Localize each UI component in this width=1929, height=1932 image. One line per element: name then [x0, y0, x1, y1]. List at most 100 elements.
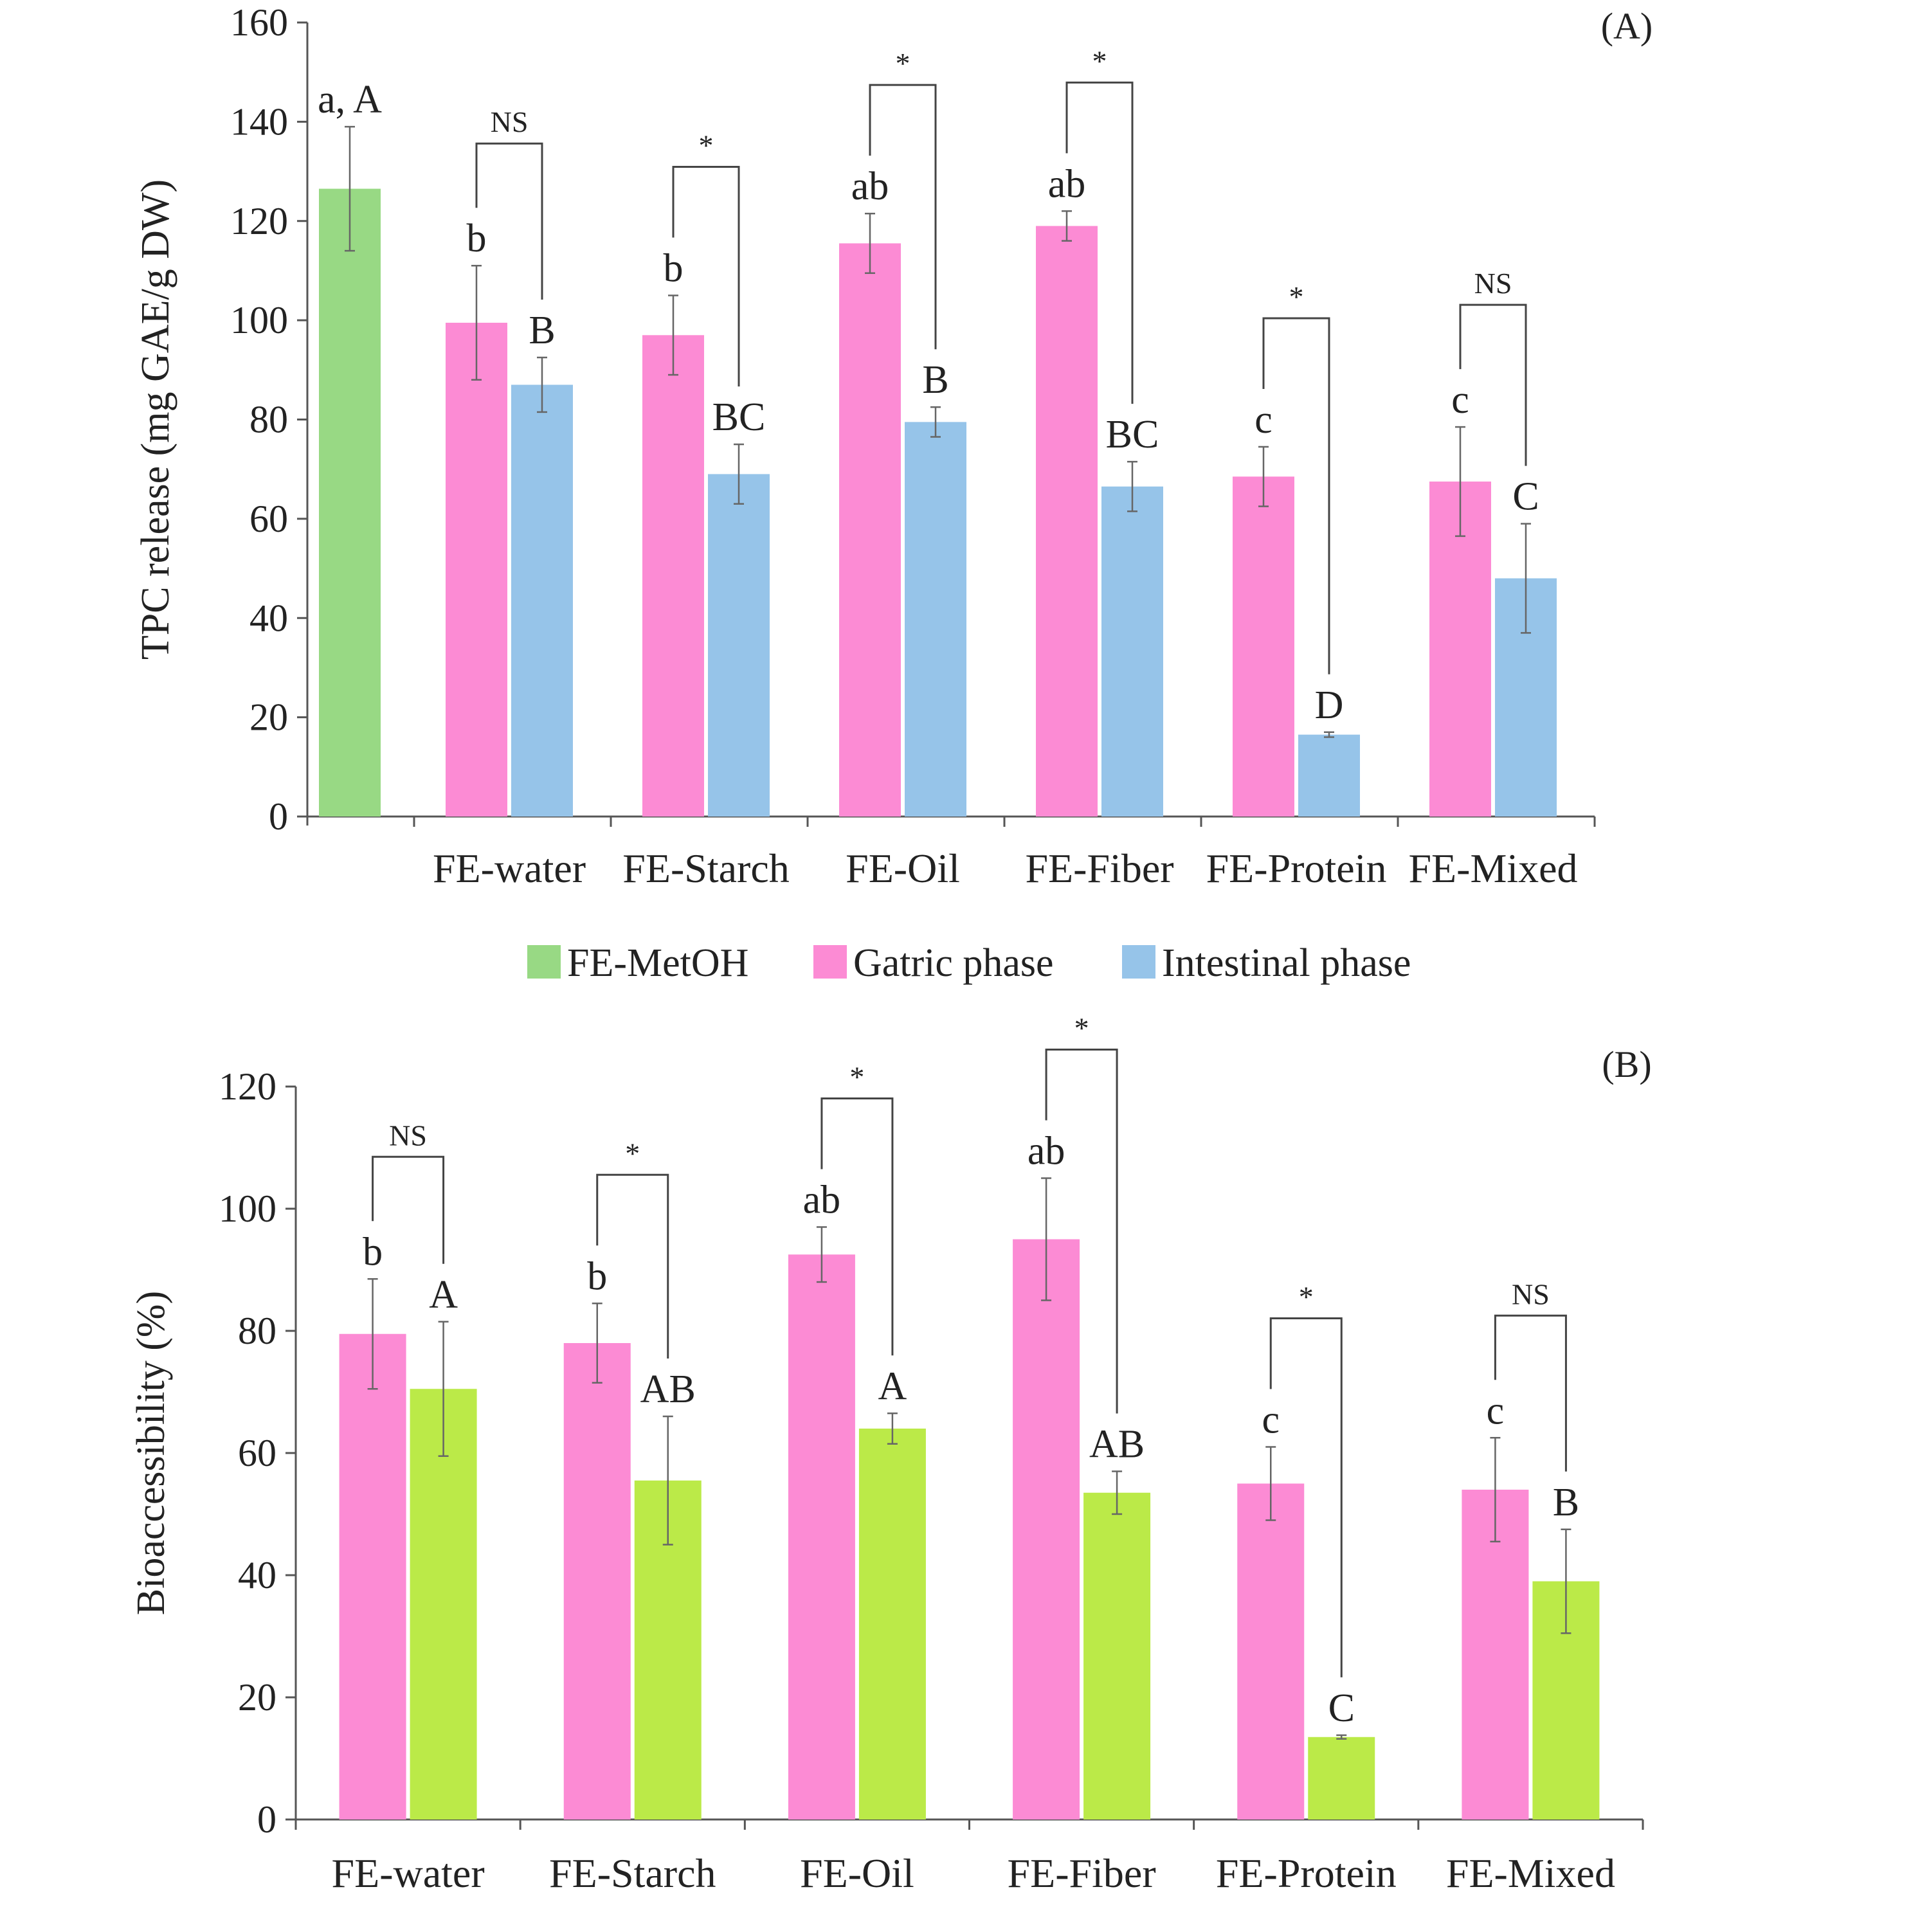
- significance-letter: AB: [1089, 1423, 1145, 1467]
- significance-letter: A: [878, 1364, 907, 1408]
- significance-letter: b: [363, 1230, 383, 1274]
- x-tick-label: FE-water: [433, 845, 586, 891]
- significance-bracket: [1065, 81, 1134, 404]
- x-tick-label: FE-Fiber: [1025, 845, 1173, 891]
- y-tick-label: 120: [219, 1065, 276, 1108]
- significance-mark: NS: [389, 1119, 427, 1151]
- significance-letter: a, A: [318, 78, 382, 122]
- y-tick-label: 60: [238, 1432, 276, 1474]
- significance-letter: C: [1328, 1686, 1355, 1730]
- x-tick-label: FE-Fiber: [1008, 1850, 1156, 1896]
- legend: FE-MetOH Gatric phase Intestinal phase: [527, 941, 1411, 985]
- significance-mark: *: [896, 47, 910, 80]
- y-tick-label: 0: [269, 795, 288, 838]
- significance-letter: c: [1487, 1389, 1505, 1432]
- bar-gastric: [1462, 1490, 1529, 1819]
- significance-bracket: [1262, 317, 1330, 674]
- bar-gastric: [1036, 226, 1098, 817]
- significance-mark: *: [699, 129, 714, 162]
- significance-bracket: [596, 1173, 669, 1359]
- y-tick-label: 80: [249, 399, 288, 441]
- x-tick-label: FE-Oil: [846, 845, 960, 891]
- x-tick-label: FE-Starch: [549, 1850, 716, 1896]
- significance-mark: *: [849, 1061, 864, 1094]
- y-tick-label: 20: [249, 696, 288, 739]
- significance-letter: ab: [851, 165, 889, 208]
- significance-mark: NS: [491, 105, 529, 138]
- bar-intestinal: [511, 384, 573, 817]
- y-tick-label: 80: [238, 1310, 276, 1352]
- x-tick-label: FE-water: [332, 1850, 485, 1896]
- significance-letter: B: [922, 358, 948, 402]
- x-tick-label: FE-Mixed: [1408, 845, 1577, 891]
- legend-swatch: [527, 945, 561, 979]
- significance-bracket: [475, 142, 543, 300]
- significance-letter: B: [1553, 1481, 1579, 1524]
- significance-bracket: [672, 166, 740, 387]
- x-tick-label: FE-Protein: [1206, 845, 1387, 891]
- bar-gastric: [446, 322, 507, 817]
- y-tick-label: 20: [238, 1676, 276, 1719]
- significance-bracket: [820, 1097, 894, 1356]
- significance-bracket: [1494, 1314, 1567, 1472]
- significance-letter: D: [1315, 683, 1344, 727]
- significance-mark: NS: [1474, 267, 1512, 300]
- bar-intestinal: [858, 1429, 926, 1819]
- y-tick-label: 0: [257, 1798, 276, 1841]
- significance-mark: *: [625, 1137, 640, 1169]
- x-tick-label: FE-Oil: [800, 1850, 914, 1896]
- significance-mark: NS: [1512, 1277, 1550, 1310]
- significance-letter: AB: [640, 1368, 696, 1411]
- legend-swatch: [813, 945, 847, 979]
- y-tick-label: 100: [230, 299, 288, 341]
- significance-mark: *: [1299, 1281, 1314, 1314]
- bar-gastric: [339, 1333, 406, 1819]
- legend-label: Intestinal phase: [1162, 941, 1411, 985]
- bar-gastric: [642, 335, 704, 817]
- x-tick-label: FE-Starch: [622, 845, 790, 891]
- y-tick-label: 100: [219, 1187, 276, 1230]
- bar-intestinal: [1308, 1737, 1375, 1819]
- significance-letter: b: [664, 247, 684, 291]
- panel-label: (A): [1601, 5, 1653, 47]
- y-tick-label: 140: [230, 100, 288, 143]
- y-tick-label: 60: [249, 498, 288, 540]
- bar-intestinal: [708, 474, 770, 817]
- legend-swatch: [1122, 945, 1155, 979]
- bar-gastric: [1233, 476, 1294, 817]
- significance-bracket: [1045, 1049, 1118, 1414]
- bar-gastric: [788, 1254, 855, 1819]
- bar-gastric: [839, 243, 901, 817]
- significance-letter: B: [529, 309, 555, 352]
- significance-mark: *: [1289, 280, 1304, 313]
- x-tick-label: FE-Mixed: [1446, 1850, 1615, 1896]
- significance-letter: BC: [712, 395, 766, 439]
- x-tick-label: FE-Protein: [1216, 1850, 1397, 1896]
- significance-bracket: [869, 84, 937, 350]
- significance-letter: c: [1451, 378, 1469, 422]
- significance-letter: c: [1254, 398, 1272, 442]
- significance-letter: BC: [1106, 413, 1159, 456]
- significance-bracket: [1459, 303, 1527, 466]
- y-tick-label: 40: [238, 1554, 276, 1596]
- bar-gastric: [1013, 1239, 1080, 1819]
- bar-gastric: [563, 1343, 631, 1819]
- y-tick-label: 160: [230, 1, 288, 44]
- y-axis-title: TPC release (mg GAE/g DW): [134, 179, 177, 660]
- significance-letter: C: [1512, 475, 1539, 519]
- significance-mark: *: [1092, 44, 1107, 77]
- bar-reference: [319, 188, 381, 817]
- bar-intestinal: [1298, 734, 1360, 817]
- significance-letter: b: [587, 1254, 607, 1298]
- significance-letter: ab: [803, 1178, 841, 1222]
- significance-letter: ab: [1028, 1130, 1065, 1173]
- y-tick-label: 120: [230, 200, 288, 242]
- panel-a: 0 20 40 60 80 100 120 140 160 TPC release (mg GAE…: [134, 1, 1653, 891]
- bar-intestinal: [1101, 486, 1163, 817]
- significance-letter: b: [467, 217, 487, 260]
- significance-letter: A: [429, 1273, 458, 1317]
- significance-mark: *: [1074, 1012, 1089, 1045]
- bar-intestinal: [410, 1389, 477, 1819]
